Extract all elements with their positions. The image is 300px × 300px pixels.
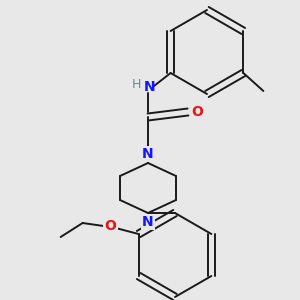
Text: N: N (142, 215, 154, 229)
Text: O: O (105, 219, 117, 233)
Text: O: O (191, 105, 203, 119)
Text: N: N (144, 80, 156, 94)
Text: N: N (142, 147, 154, 161)
Text: H: H (132, 79, 141, 92)
